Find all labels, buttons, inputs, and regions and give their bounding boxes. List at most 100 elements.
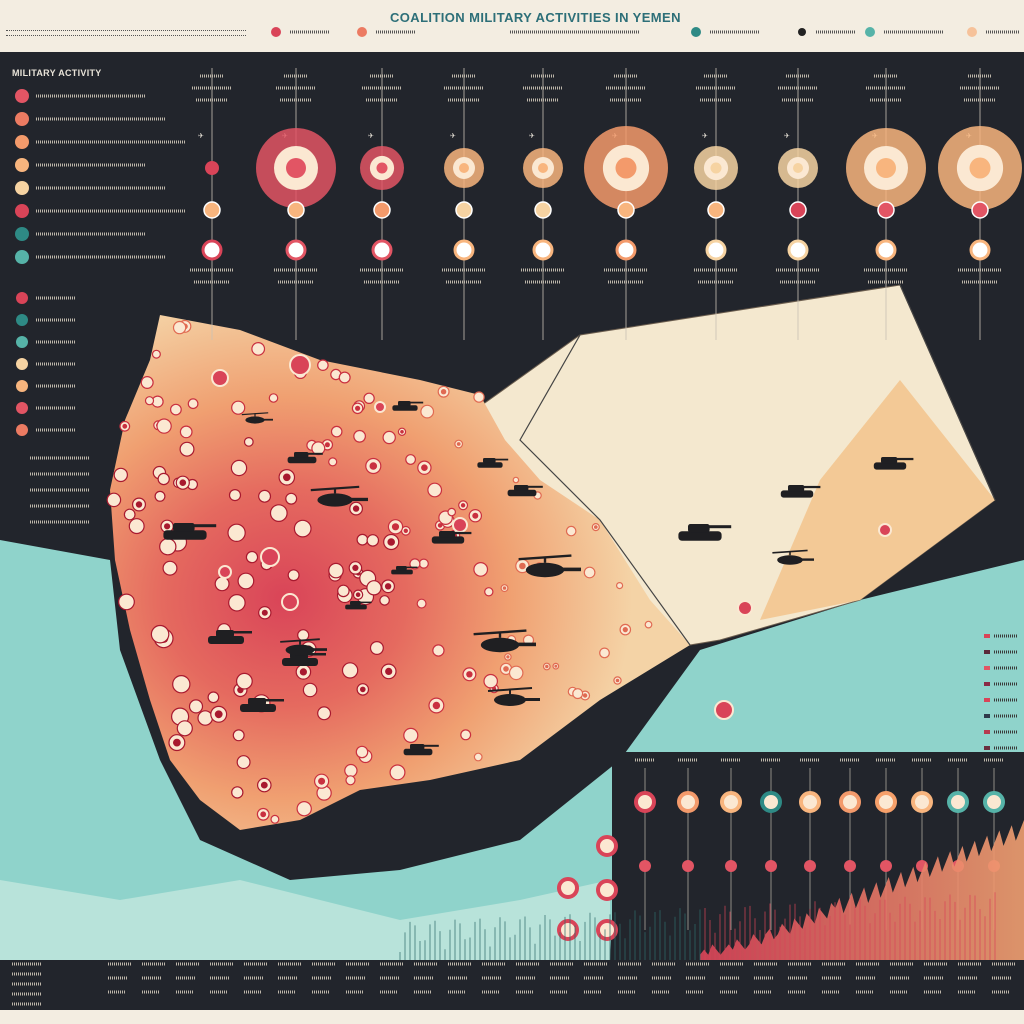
strike-marker-core	[369, 462, 378, 470]
strike-marker-icon	[201, 239, 223, 261]
strike-marker-icon	[251, 342, 266, 356]
strike-marker-core	[615, 678, 620, 683]
tank-icon	[678, 524, 732, 541]
strike-marker-icon	[297, 629, 310, 642]
strike-marker-icon	[287, 569, 300, 582]
strike-marker-icon	[969, 239, 991, 261]
marker-column: ✈	[694, 68, 738, 340]
strike-marker-icon	[179, 425, 193, 439]
chart-marker	[911, 791, 933, 813]
legend-swatch	[984, 714, 990, 718]
tank-icon	[477, 458, 509, 468]
header-dot	[691, 27, 701, 37]
strike-marker-core	[456, 442, 461, 446]
marker-column: ✈	[442, 68, 486, 340]
helicopter-icon	[518, 554, 581, 578]
strike-marker-icon	[197, 710, 213, 726]
strike-marker-core	[622, 627, 628, 633]
strike-marker-icon	[707, 201, 725, 219]
strike-marker-icon	[341, 662, 359, 679]
strike-marker-core	[506, 655, 510, 659]
strike-marker-icon	[389, 764, 406, 781]
page-title: COALITION MILITARY ACTIVITIES IN YEMEN	[390, 10, 681, 25]
strike-marker-icon	[156, 418, 172, 434]
strike-marker-icon	[157, 472, 170, 486]
strike-marker-core	[503, 666, 509, 672]
strike-marker-core	[261, 609, 268, 616]
strike-marker-core	[582, 693, 588, 698]
strike-marker-icon	[245, 550, 259, 564]
header-dot	[271, 27, 281, 37]
strike-marker-icon	[416, 598, 427, 609]
strike-marker-icon	[169, 403, 182, 416]
strike-marker-icon	[296, 801, 312, 817]
strike-marker-icon	[151, 349, 161, 359]
tank-icon	[780, 485, 821, 498]
aircraft-icon: ✈	[784, 133, 790, 140]
strike-marker-icon	[128, 518, 145, 535]
chart-marker	[596, 919, 618, 941]
helicopter-icon	[310, 485, 368, 507]
strike-marker-core	[472, 512, 479, 519]
strike-marker-icon	[473, 752, 483, 762]
strike-marker-icon	[705, 239, 727, 261]
military-vehicles	[163, 401, 914, 756]
strike-marker-icon	[144, 396, 155, 406]
strike-marker-icon	[432, 644, 445, 657]
strike-marker-core	[440, 389, 447, 395]
strike-marker-icon	[285, 239, 307, 261]
strike-marker-icon	[154, 490, 166, 502]
strike-marker-core	[502, 586, 507, 590]
strike-marker-icon	[230, 459, 248, 477]
strike-marker-icon	[565, 525, 577, 537]
strike-marker-icon	[418, 558, 429, 569]
strike-marker-icon	[214, 576, 230, 592]
strike-marker-icon	[328, 457, 338, 467]
strike-marker-icon	[617, 201, 635, 219]
strike-marker-icon	[268, 393, 279, 403]
legend-swatch	[16, 358, 28, 370]
chart-marker	[880, 860, 892, 872]
strike-marker-icon	[172, 320, 187, 335]
strike-marker-icon	[317, 359, 329, 371]
strike-marker-icon	[207, 691, 220, 704]
strike-marker-icon	[140, 376, 154, 390]
marker-column: ✈	[521, 68, 565, 340]
strike-marker-icon	[311, 441, 326, 456]
strike-marker-icon	[237, 572, 255, 590]
strike-marker-core	[385, 667, 393, 676]
strike-marker-icon	[228, 593, 246, 612]
header-rule	[6, 30, 246, 36]
strike-marker-icon	[113, 467, 129, 483]
strike-marker-core	[466, 671, 473, 678]
strike-marker-icon	[328, 562, 344, 579]
strike-marker-icon	[302, 682, 318, 698]
activity-ring-core	[538, 163, 548, 173]
legend-swatch	[15, 112, 29, 126]
legend-swatch	[984, 666, 990, 670]
strike-marker-core	[283, 473, 291, 482]
tank-icon	[287, 452, 323, 464]
legend-title: MILITARY ACTIVITY	[12, 68, 102, 78]
marker-column: ✈	[190, 68, 234, 340]
map-region-east-highlight	[760, 380, 995, 620]
strike-marker-core	[173, 738, 181, 747]
chart-marker	[844, 860, 856, 872]
strike-marker-icon	[453, 239, 475, 261]
strike-marker-icon	[366, 534, 380, 547]
header-legend-dots	[271, 27, 1020, 37]
tank-icon	[208, 630, 252, 644]
chart-marker	[804, 860, 816, 872]
strike-marker-icon	[231, 400, 246, 415]
strike-marker-icon	[599, 647, 610, 659]
strike-marker-icon	[118, 593, 135, 611]
strike-marker-icon	[382, 430, 396, 445]
strike-marker-icon	[405, 454, 417, 465]
strike-marker-core	[403, 528, 408, 533]
marker-column: ✈	[776, 68, 820, 340]
chart-marker	[765, 860, 777, 872]
strike-marker-icon	[287, 201, 305, 219]
strike-marker-core	[460, 503, 466, 508]
strike-marker-icon	[344, 763, 358, 778]
strike-marker-core	[432, 701, 441, 710]
